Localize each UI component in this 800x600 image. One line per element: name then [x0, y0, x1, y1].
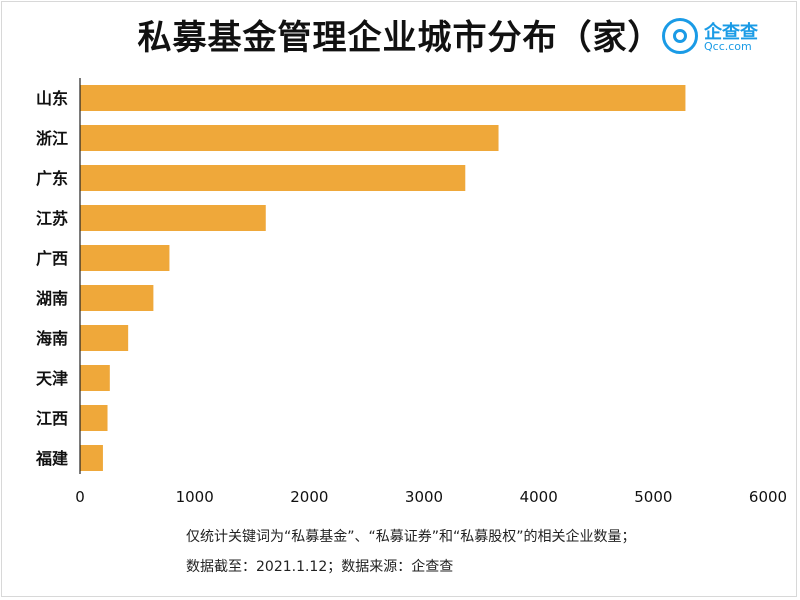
- logo-text-en: Qcc.com: [704, 40, 752, 53]
- x-tick-label-4: 4000: [520, 488, 558, 506]
- bar-9: [80, 445, 103, 471]
- bar-3: [80, 205, 266, 231]
- bar-0: [80, 85, 686, 111]
- bar-5: [80, 285, 154, 311]
- category-label-7: 天津: [36, 369, 68, 388]
- qcc-logo-icon: [662, 18, 698, 54]
- category-label-8: 江西: [36, 409, 68, 428]
- chart-title: 私募基金管理企业城市分布（家）: [137, 18, 663, 58]
- category-label-4: 广西: [36, 249, 68, 268]
- category-label-6: 海南: [36, 329, 68, 348]
- footnote-source: 数据截至：2021.1.12；数据来源：企查查: [186, 559, 454, 575]
- category-label-5: 湖南: [36, 289, 68, 308]
- category-label-1: 浙江: [36, 129, 68, 148]
- x-tick-label-2: 2000: [290, 488, 328, 506]
- bar-8: [80, 405, 108, 431]
- category-label-3: 江苏: [36, 209, 68, 228]
- footnote-scope: 仅统计关键词为“私募基金”、“私募证券”和“私募股权”的相关企业数量；: [186, 529, 636, 545]
- x-tick-label-1: 1000: [176, 488, 214, 506]
- logo-text-cn: 企查查: [704, 22, 758, 43]
- bar-1: [80, 125, 499, 151]
- category-label-2: 广东: [36, 169, 68, 188]
- category-label-9: 福建: [35, 449, 68, 468]
- qcc-logo: 企查查 Qcc.com: [662, 18, 772, 58]
- x-tick-label-5: 5000: [634, 488, 672, 506]
- bar-4: [80, 245, 170, 271]
- category-label-0: 山东: [36, 89, 68, 108]
- x-tick-label-3: 3000: [405, 488, 443, 506]
- bar-6: [80, 325, 129, 351]
- bar-2: [80, 165, 466, 191]
- x-tick-label-0: 0: [75, 488, 85, 506]
- bar-7: [80, 365, 110, 391]
- x-tick-label-6: 6000: [749, 488, 787, 506]
